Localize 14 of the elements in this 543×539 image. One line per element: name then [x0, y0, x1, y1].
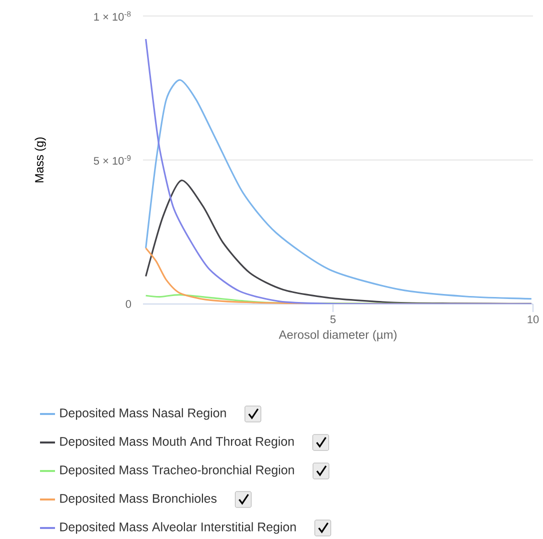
y-tick-label: 5 × 10$^{-9}$ — [94, 155, 131, 165]
legend-label: Deposited Mass Alveolar Interstitial Region — [60, 522, 296, 534]
legend-label: Deposited Mass Mouth And Throat Region — [60, 436, 294, 448]
x-tick-label: 10 — [528, 316, 539, 324]
legend-label: Deposited Mass Nasal Region — [60, 408, 226, 420]
legend-label: Deposited Mass Tracheo-bronchial Region — [60, 465, 294, 477]
legend-label: Deposited Mass Bronchioles — [60, 494, 217, 506]
x-tick-label: 5 — [330, 316, 336, 324]
y-tick-label: 1 × 10$^{-8}$ — [94, 11, 131, 21]
line-series — [145, 38, 532, 304]
y-tick-label: 0 — [126, 300, 132, 308]
line-series — [145, 79, 532, 300]
x-axis-title: Aerosol diameter (µm) — [278, 330, 396, 342]
y-axis-title: Mass (g) — [34, 138, 46, 182]
